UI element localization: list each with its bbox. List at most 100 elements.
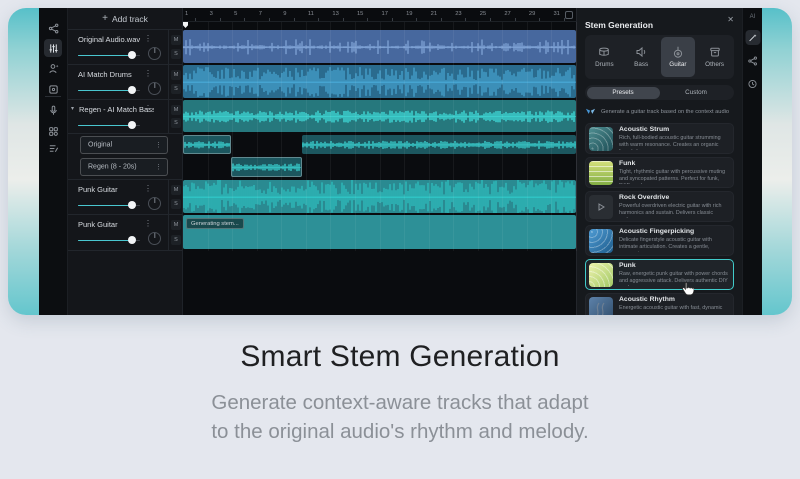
subtrack-menu-icon[interactable]: ⋮ [155,164,162,171]
ai-wand-icon[interactable] [745,30,760,45]
hero-subtitle-line-1: Generate context-aware tracks that adapt [211,391,589,414]
left-toolbar [39,8,68,315]
ruler-tick: 7 [258,11,262,17]
audio-clip[interactable] [183,65,576,98]
audio-clip[interactable] [183,30,576,63]
mute-button[interactable]: M [171,70,181,80]
preset-thumbnail [589,229,613,253]
share-icon[interactable] [745,53,760,68]
track-menu-icon[interactable]: ⋮ [144,104,152,113]
solo-button[interactable]: S [171,118,181,128]
mute-button[interactable]: M [171,220,181,230]
pan-knob[interactable] [148,47,161,60]
ruler-tick: 27 [504,11,511,17]
preset-acoustic-fingerpicking[interactable]: Acoustic Fingerpicking Delicate fingerst… [585,225,734,256]
tab-others[interactable]: Others [697,37,732,77]
clip-row-ai-match-drums [183,65,576,99]
solo-button[interactable]: S [171,84,181,94]
ruler-tick: 9 [283,11,287,17]
category-tabs: Drums Bass Guitar Others [585,35,734,79]
add-track-button[interactable]: + Add track [68,8,182,30]
collapse-caret-icon[interactable]: ▾ [71,106,75,112]
mute-button[interactable]: M [171,35,181,45]
track-menu-icon[interactable]: ⋮ [144,69,152,78]
tab-guitar[interactable]: Guitar [660,37,696,77]
sidebar-divider [45,96,61,97]
clip-row-punk-guitar-2: Generating stem... [183,215,576,250]
preset-funk[interactable]: Funk Tight, rhythmic guitar with percuss… [585,157,734,188]
volume-slider[interactable] [78,86,140,94]
close-icon[interactable]: ✕ [727,15,734,24]
solo-button[interactable]: S [171,49,181,59]
ruler-tick: 31 [553,11,560,17]
queue-list-icon[interactable] [45,140,61,156]
volume-slider[interactable] [78,121,140,129]
tab-presets[interactable]: Presets [586,86,660,99]
mute-solo-column: M S [168,30,183,64]
generating-clip[interactable] [183,215,576,249]
playhead-marker[interactable] [183,22,188,28]
history-clock-icon[interactable] [745,76,760,91]
solo-button[interactable]: S [171,235,181,245]
share-icon[interactable] [45,20,61,36]
preset-thumbnail [589,263,613,287]
tab-label: Others [705,61,725,68]
preset-punk[interactable]: Punk Raw, energetic punk guitar with pow… [585,259,734,290]
microphone-icon[interactable] [45,102,61,118]
preset-rock-overdrive[interactable]: Rock Overdrive Powerful overdriven elect… [585,191,734,222]
subtrack-menu-icon[interactable]: ⋮ [155,142,162,149]
track-header-punk-guitar-2[interactable]: Punk Guitar ⋮ M S [68,215,182,251]
track-menu-icon[interactable]: ⋮ [144,34,152,43]
preset-description: Tight, rhythmic guitar with percussive m… [619,168,726,184]
preset-thumbnail [589,297,613,315]
audio-clip[interactable] [183,135,231,154]
volume-slider[interactable] [78,51,140,59]
preset-title: Acoustic Fingerpicking [619,228,695,235]
volume-slider[interactable] [78,201,140,209]
track-header-regen-bass[interactable]: ▾ Regen - AI Match Bass ⋮ M S [68,100,182,134]
audio-clip[interactable] [183,180,576,213]
pan-knob[interactable] [148,197,161,210]
track-header-original-audio[interactable]: Original Audio.wav ⋮ M S [68,30,182,65]
tab-label: Drums [595,61,614,68]
track-header-ai-match-drums[interactable]: AI Match Drums ⋮ M S [68,65,182,100]
apps-grid-icon[interactable] [45,123,61,139]
mute-solo-column: M S [168,215,183,250]
preset-thumbnail [589,161,613,185]
clip-row-sub-original [183,135,576,155]
solo-button[interactable]: S [171,199,181,209]
preset-description: Delicate fingerstyle acoustic guitar wit… [619,236,712,252]
tab-label: Guitar [669,61,687,68]
mute-button[interactable]: M [171,105,181,115]
audio-clip[interactable] [302,135,576,154]
right-mini-toolbar: AI [742,8,762,315]
panel-title: Stem Generation [585,20,654,30]
volume-slider[interactable] [78,236,140,244]
track-menu-icon[interactable]: ⋮ [144,184,152,193]
timeline-ruler[interactable]: 1 3 5 7 9 11 13 15 17 19 21 23 25 27 29 31 [183,8,576,22]
preset-thumbnail [589,127,613,151]
plus-icon: + [102,13,108,24]
ruler-tool-icon[interactable] [565,11,573,19]
mute-solo-column: M S [168,65,183,99]
preset-description: Energetic acoustic guitar with fast, dyn… [619,304,723,311]
tab-drums[interactable]: Drums [587,37,622,77]
tab-custom[interactable]: Custom [685,89,707,96]
pan-knob[interactable] [148,82,161,95]
subtrack-regen[interactable]: Regen (8 - 20s) ⋮ [80,158,168,176]
audio-clip[interactable] [231,157,302,177]
preset-acoustic-rhythm[interactable]: Acoustic Rhythm Energetic acoustic guita… [585,293,734,315]
ai-label: AI [749,14,756,20]
tab-bass[interactable]: Bass [624,37,659,77]
pan-knob[interactable] [148,232,161,245]
ai-voice-icon[interactable] [45,60,61,76]
track-header-punk-guitar-1[interactable]: Punk Guitar ⋮ M S [68,180,182,215]
track-menu-icon[interactable]: ⋮ [144,219,152,228]
plugin-box-icon[interactable] [45,81,61,97]
preset-acoustic-strum[interactable]: Acoustic Strum Rich, full-bodied acousti… [585,123,734,154]
subtrack-original[interactable]: Original ⋮ [80,136,168,154]
mixer-icon[interactable] [44,39,62,57]
audio-clip[interactable] [183,100,576,132]
timeline-area[interactable]: 1 3 5 7 9 11 13 15 17 19 21 23 25 27 29 31 Generating s… [183,8,577,315]
mute-button[interactable]: M [171,185,181,195]
